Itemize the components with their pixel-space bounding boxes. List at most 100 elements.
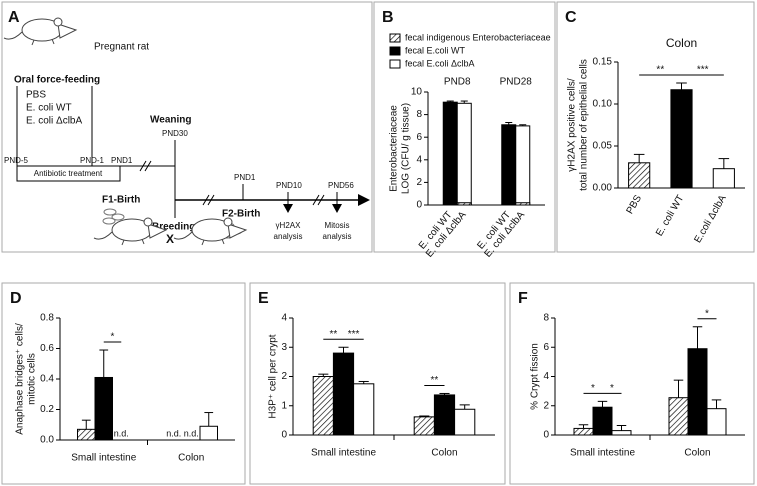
x-tick-label: Colon <box>684 448 710 459</box>
y-tick-label: 0.2 <box>40 404 54 415</box>
label: Antibiotic treatment <box>34 169 103 178</box>
y-tick-label: 0.0 <box>40 435 54 446</box>
y-axis-title: Anaphase bridges⁺ cells/ <box>15 323 26 435</box>
label: PND1 <box>234 173 256 182</box>
y-tick-label: 0.10 <box>593 99 613 110</box>
y-tick-label: 0.4 <box>40 374 54 385</box>
significance-label: ** <box>330 329 338 340</box>
value-label: n.d. <box>114 428 129 438</box>
label: E. coli WT <box>26 103 72 114</box>
y-tick-label: 0.15 <box>593 57 613 68</box>
label: analysis <box>274 232 303 241</box>
significance-label: * <box>591 383 595 394</box>
y-tick-label: 2 <box>543 400 549 411</box>
y-tick-label: 2 <box>416 177 422 188</box>
x-tick-label: Small intestine <box>570 448 635 459</box>
bar <box>442 101 458 206</box>
label: PND56 <box>328 181 354 190</box>
label: Weaning <box>150 115 191 126</box>
label: F1-Birth <box>102 195 140 206</box>
bar <box>94 376 113 441</box>
panel-label: A <box>8 9 20 26</box>
significance-label: ** <box>431 375 439 386</box>
bar <box>199 425 218 441</box>
bar <box>628 162 651 189</box>
bar <box>706 408 727 436</box>
x-tick-label: Small intestine <box>311 448 376 459</box>
y-tick-label: 10 <box>411 87 423 98</box>
bar <box>668 397 689 436</box>
label: PND-5 <box>4 156 29 165</box>
y-tick-label: 4 <box>543 371 549 382</box>
label: PND1 <box>111 156 133 165</box>
y-tick-label: 3 <box>281 342 287 353</box>
y-axis-title: LOG (CFU/ g tissue) <box>401 103 412 194</box>
panel-label: C <box>565 9 577 26</box>
panel-label: B <box>382 9 394 26</box>
y-axis-title: γH2AX positive cells/ <box>567 78 578 172</box>
legend-label: fecal E.coli WT <box>405 45 466 55</box>
label: PBS <box>26 90 46 101</box>
y-tick-label: 4 <box>416 154 422 165</box>
label: analysis <box>323 232 352 241</box>
y-tick-label: 8 <box>543 313 549 324</box>
label: PND-1 <box>80 156 105 165</box>
significance-label: *** <box>348 329 360 340</box>
y-tick-label: 0.05 <box>593 141 613 152</box>
bar <box>611 430 632 436</box>
significance-label: * <box>705 308 709 319</box>
y-tick-label: 1 <box>281 400 287 411</box>
bar <box>712 168 735 189</box>
bar <box>312 376 334 436</box>
bar <box>573 427 594 436</box>
legend-label: fecal indigenous Enterobacteriaceae <box>405 32 551 42</box>
bar <box>413 416 435 436</box>
value-label: n.d. <box>166 428 181 438</box>
y-tick-label: 6 <box>543 342 549 353</box>
legend-label: fecal E.coli ΔclbA <box>405 58 475 68</box>
label: F2-Birth <box>222 209 260 220</box>
x-tick-label: Colon <box>178 453 204 464</box>
y-tick-label: 0.6 <box>40 343 54 354</box>
y-tick-label: 8 <box>416 109 422 120</box>
y-tick-label: 0 <box>416 200 422 211</box>
label: Breeding <box>152 222 195 233</box>
bar <box>456 202 472 206</box>
label: Mitosis <box>325 221 350 230</box>
y-tick-label: 0 <box>543 430 549 441</box>
y-axis-title: total number of epithelial cells <box>579 59 590 191</box>
group-label: PND8 <box>444 77 471 88</box>
bar <box>515 202 531 206</box>
label: E. coli ΔclbA <box>26 116 82 127</box>
legend-swatch <box>389 59 401 69</box>
y-axis-title: mitotic cells <box>27 353 38 405</box>
significance-label: * <box>610 383 614 394</box>
significance-label: *** <box>697 65 709 76</box>
label: Pregnant rat <box>94 42 149 53</box>
label: γH2AX <box>276 221 302 230</box>
x-tick-label: Small intestine <box>71 453 136 464</box>
bar <box>501 124 517 206</box>
group-label: PND28 <box>500 77 533 88</box>
bar <box>353 383 375 436</box>
bar <box>592 406 613 436</box>
panel-label: F <box>518 290 528 307</box>
legend-swatch <box>389 33 401 43</box>
y-tick-label: 0.00 <box>593 183 613 194</box>
chart-title: Colon <box>666 36 697 50</box>
value-label: n.d. <box>184 428 199 438</box>
y-tick-label: 0.8 <box>40 313 54 324</box>
bar <box>515 125 531 206</box>
significance-label: ** <box>656 65 664 76</box>
label: PND10 <box>276 181 302 190</box>
significance-label: * <box>111 332 115 343</box>
bar <box>77 428 96 441</box>
bar <box>670 89 693 189</box>
y-tick-label: 6 <box>416 132 422 143</box>
y-axis-title: % Crypt fission <box>530 343 541 410</box>
diagram: A Pregnant rat Oral force-feeding PBS E.… <box>3 9 370 246</box>
y-tick-label: 2 <box>281 371 287 382</box>
bar <box>687 348 708 436</box>
